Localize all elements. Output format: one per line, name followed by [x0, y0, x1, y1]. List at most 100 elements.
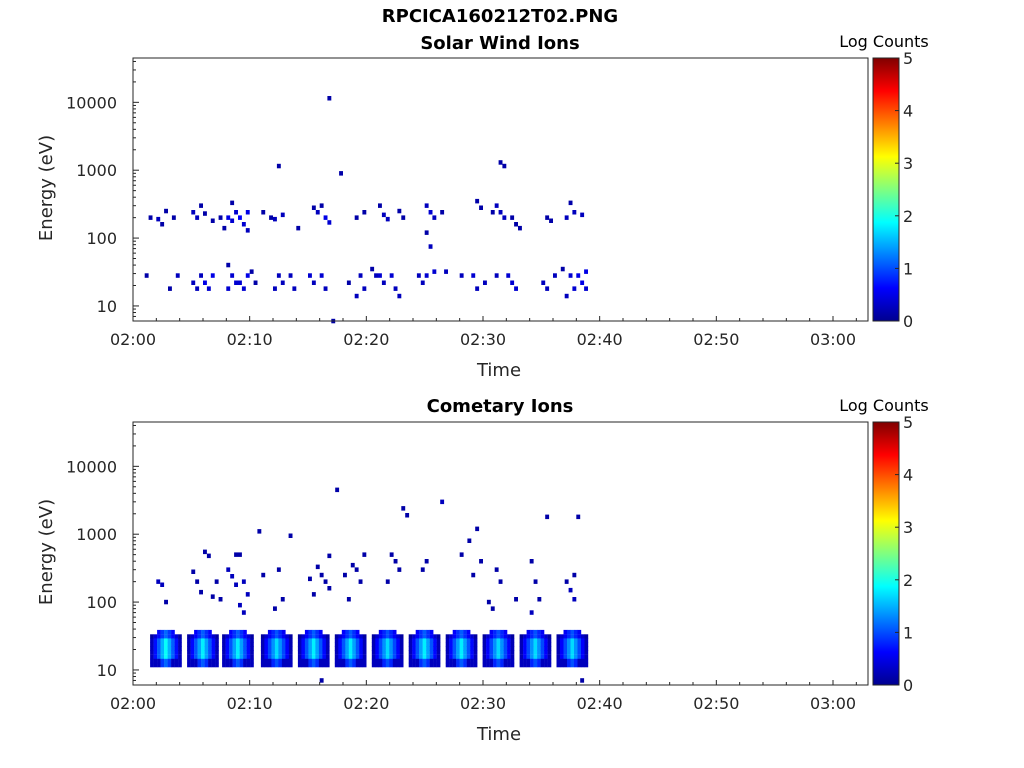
heatmap-cell [470, 650, 474, 655]
heatmap-cell [264, 634, 269, 639]
heatmap-cell [304, 629, 309, 635]
heatmap-cell [396, 638, 400, 643]
heatmap-cell [229, 650, 233, 655]
heatmap-cell [526, 662, 531, 668]
heatmap-cell [463, 634, 467, 639]
heatmap-cell [194, 646, 198, 651]
heatmap-cell [463, 654, 467, 660]
heatmap-cell [308, 273, 312, 278]
heatmap-cell [574, 662, 578, 668]
heatmap-cell [560, 638, 564, 643]
heatmap-cell [204, 638, 209, 643]
heatmap-cell [519, 638, 524, 643]
heatmap-cell [359, 654, 363, 660]
heatmap-cell [545, 215, 550, 220]
heatmap-cell [560, 646, 564, 651]
heatmap-cell [426, 654, 430, 660]
heatmap-cell [334, 646, 339, 651]
heatmap-cell [345, 642, 349, 647]
heatmap-cell [445, 646, 450, 651]
heatmap-cell [261, 572, 266, 578]
heatmap-cell [292, 286, 297, 291]
heatmap-cell [197, 658, 202, 664]
heatmap-cell [429, 662, 434, 668]
heatmap-cell [355, 646, 360, 651]
heatmap-cell [452, 662, 457, 668]
heatmap-cell [348, 658, 353, 664]
heatmap-cell [359, 650, 363, 655]
heatmap-cell [346, 280, 351, 285]
heatmap-cell [463, 642, 467, 647]
heatmap-cell [486, 654, 490, 660]
heatmap-cell [167, 646, 172, 651]
heatmap-cell [486, 650, 490, 655]
heatmap-cell [503, 638, 508, 643]
heatmap-cell [355, 634, 360, 639]
heatmap-cell [222, 662, 226, 668]
heatmap-cell [419, 650, 423, 655]
heatmap-cell [577, 629, 582, 635]
heatmap-cell [215, 642, 219, 647]
heatmap-cell [564, 579, 569, 584]
heatmap-cell [493, 650, 497, 655]
heatmap-cell [459, 273, 464, 278]
heatmap-cell [301, 634, 306, 639]
heatmap-cell [392, 634, 397, 639]
heatmap-cell [274, 646, 279, 651]
heatmap-cell [315, 662, 320, 668]
heatmap-cell [584, 638, 589, 643]
heatmap-cell [381, 280, 386, 285]
heatmap-cell [415, 658, 420, 664]
heatmap-cell [222, 642, 226, 647]
heatmap-cell [355, 658, 360, 664]
heatmap-cell [341, 638, 346, 643]
heatmap-cell [422, 662, 427, 668]
heatmap-cell [206, 553, 211, 559]
heatmap-cell [338, 662, 342, 668]
heatmap-cell [584, 650, 589, 655]
heatmap-cell [389, 658, 393, 664]
heatmap-cell [412, 646, 416, 651]
heatmap-cell [246, 646, 251, 651]
heatmap-cell [271, 638, 276, 643]
heatmap-cells [144, 96, 588, 324]
heatmap-cell [359, 642, 363, 647]
heatmap-cell [533, 654, 538, 660]
heatmap-cell [190, 658, 195, 664]
heatmap-cell [507, 646, 511, 651]
heatmap-cell [334, 654, 339, 660]
heatmap-cell [338, 642, 342, 647]
heatmap-cell [436, 662, 441, 668]
heatmap-cell [408, 658, 413, 664]
heatmap-cell [567, 658, 571, 664]
x-tick-label: 02:30 [460, 330, 506, 349]
heatmap-cell [574, 646, 578, 651]
heatmap-cell [281, 634, 286, 639]
heatmap-cell [352, 658, 356, 664]
heatmap-cell [419, 654, 423, 660]
heatmap-cell [568, 587, 573, 593]
heatmap-cell [225, 662, 230, 668]
heatmap-cell [358, 579, 363, 584]
heatmap-cell [327, 220, 332, 225]
heatmap-cell [359, 638, 363, 643]
heatmap-cell [526, 658, 531, 664]
heatmap-cell [355, 654, 360, 660]
heatmap-cell [429, 646, 434, 651]
heatmap-cell [204, 650, 209, 655]
heatmap-cell [496, 654, 501, 660]
heatmap-cell [570, 650, 575, 655]
heatmap-cell [354, 567, 359, 572]
heatmap-cell [264, 662, 269, 668]
heatmap-cell [208, 662, 212, 668]
heatmap-cell [544, 654, 548, 660]
heatmap-cell [267, 658, 272, 664]
heatmap-cell [574, 634, 578, 639]
heatmap-cell [415, 650, 420, 655]
heatmap-cell [355, 642, 360, 647]
heatmap-cell [580, 678, 585, 683]
heatmap-cell [178, 638, 182, 643]
heatmap-cell [157, 658, 161, 664]
heatmap-cell [304, 650, 309, 655]
colorbar-tick-label: 4 [903, 466, 913, 485]
